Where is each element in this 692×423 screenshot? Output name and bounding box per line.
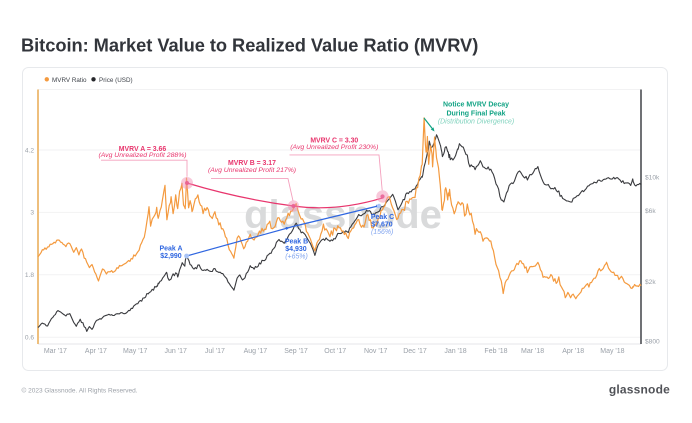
svg-text:May '18: May '18 [600,348,624,355]
svg-text:(+65%): (+65%) [285,254,308,261]
svg-text:1.8: 1.8 [25,272,34,279]
svg-text:(Avg Unrealized Profit 217%): (Avg Unrealized Profit 217%) [208,167,296,174]
svg-text:(Avg Unrealized Profit 288%): (Avg Unrealized Profit 288%) [98,152,186,159]
svg-text:MVRV B = 3.17: MVRV B = 3.17 [228,160,276,167]
svg-text:Apr '17: Apr '17 [85,348,107,355]
svg-text:4.2: 4.2 [25,147,34,154]
svg-text:MVRV C = 3.30: MVRV C = 3.30 [310,138,358,145]
svg-text:$10k: $10k [645,174,660,181]
svg-text:0.6: 0.6 [25,335,34,342]
svg-text:Price (USD): Price (USD) [99,77,133,84]
svg-text:$2,990: $2,990 [160,253,182,260]
svg-text:Jun '17: Jun '17 [165,348,187,355]
svg-text:$7,670: $7,670 [371,222,393,229]
svg-text:Peak B: Peak B [285,239,308,246]
svg-text:MVRV Ratio: MVRV Ratio [52,77,87,84]
svg-text:Mar '17: Mar '17 [44,348,67,355]
svg-text:Jul '17: Jul '17 [205,348,225,355]
svg-text:Peak C: Peak C [371,214,394,221]
svg-text:Mar '18: Mar '18 [521,348,544,355]
svg-text:May '17: May '17 [123,348,147,355]
svg-text:$800: $800 [645,338,660,345]
svg-text:3: 3 [30,210,34,217]
svg-text:Notice MVRV Decay: Notice MVRV Decay [443,102,509,109]
svg-text:Apr '18: Apr '18 [562,348,584,355]
svg-text:During Final Peak: During Final Peak [446,110,505,117]
svg-text:$4,930: $4,930 [285,246,307,253]
svg-text:Aug '17: Aug '17 [244,348,268,355]
svg-text:(Distribution Divergence): (Distribution Divergence) [438,119,514,126]
svg-text:Jan '18: Jan '18 [444,348,466,355]
svg-text:Sep '17: Sep '17 [284,348,308,355]
svg-text:© 2023 Glassnode. All Rights R: © 2023 Glassnode. All Rights Reserved. [22,387,138,395]
svg-text:$2k: $2k [645,279,656,286]
svg-text:MVRV A = 3.66: MVRV A = 3.66 [119,146,167,153]
svg-text:Dec '17: Dec '17 [403,348,427,355]
svg-text:(156%): (156%) [371,229,393,236]
svg-text:$6k: $6k [645,208,656,215]
svg-text:glassnode: glassnode [609,383,670,397]
svg-text:(Avg Unrealized Profit 230%): (Avg Unrealized Profit 230%) [290,144,378,151]
svg-text:Nov '17: Nov '17 [364,348,388,355]
svg-text:Peak A: Peak A [159,246,182,253]
svg-text:Feb '18: Feb '18 [484,348,507,355]
svg-text:Bitcoin: Market Value to Reali: Bitcoin: Market Value to Realized Value … [21,35,478,56]
svg-text:Oct '17: Oct '17 [324,348,346,355]
